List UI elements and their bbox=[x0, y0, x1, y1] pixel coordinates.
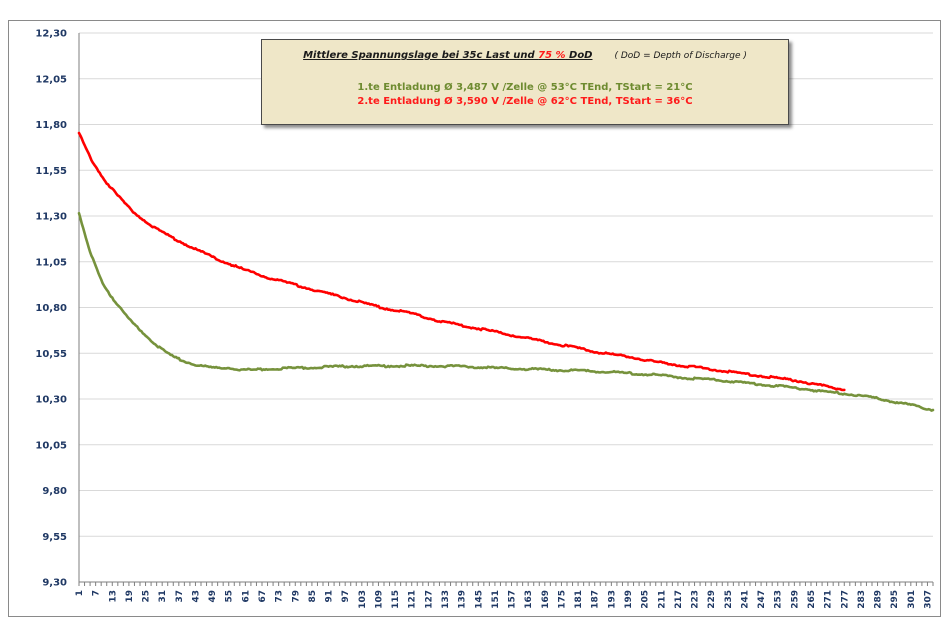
y-tick-label: 11,80 bbox=[35, 120, 67, 131]
x-tick-label: 211 bbox=[657, 590, 667, 609]
y-tick-label: 10,30 bbox=[35, 395, 67, 406]
title-part-2-highlight: 75 % bbox=[538, 50, 566, 61]
x-tick-label: 235 bbox=[724, 590, 734, 609]
x-tick-label: 133 bbox=[441, 590, 451, 609]
x-tick-label: 193 bbox=[607, 590, 617, 609]
x-tick-label: 289 bbox=[874, 590, 884, 609]
y-axis-ticks: 9,30 9,55 9,80 10,05 10,30 10,55 10,80 11,05 11,… bbox=[35, 29, 67, 589]
chart-frame: 9,30 9,55 9,80 10,05 10,30 10,55 10,80 11,05 11,… bbox=[8, 20, 941, 617]
x-tick-label: 223 bbox=[691, 590, 701, 609]
x-tick-label: 175 bbox=[557, 590, 567, 609]
x-tick-label: 157 bbox=[508, 590, 518, 609]
x-tick-label: 241 bbox=[740, 590, 750, 609]
y-tick-label: 9,30 bbox=[42, 578, 67, 589]
x-tick-label: 37 bbox=[175, 590, 185, 603]
gridlines bbox=[79, 32, 933, 537]
x-tick-label: 295 bbox=[890, 590, 900, 609]
title-part-3: DoD bbox=[565, 50, 593, 61]
y-tick-label: 12,05 bbox=[35, 74, 67, 85]
legend-entry-2: 2.te Entladung Ø 3,590 V /Zelle @ 62°C T… bbox=[357, 96, 693, 107]
x-tick-label: 139 bbox=[458, 590, 468, 609]
x-tick-label: 229 bbox=[707, 590, 717, 609]
x-tick-label: 31 bbox=[158, 590, 168, 603]
x-tick-label: 169 bbox=[541, 590, 551, 609]
series-lines bbox=[77, 131, 935, 412]
y-tick-label: 11,05 bbox=[35, 257, 67, 268]
series-line-2 bbox=[77, 131, 846, 392]
x-tick-label: 283 bbox=[857, 590, 867, 609]
x-tick-label: 73 bbox=[275, 590, 285, 603]
x-tick-label: 97 bbox=[341, 590, 351, 603]
line-chart: 9,30 9,55 9,80 10,05 10,30 10,55 10,80 11,05 11,… bbox=[35, 29, 935, 609]
title-note: ( DoD = Depth of Discharge ) bbox=[614, 51, 747, 61]
x-tick-label: 265 bbox=[807, 590, 817, 609]
x-tick-label: 271 bbox=[824, 590, 834, 609]
x-tick-label: 67 bbox=[258, 590, 268, 603]
x-tick-label: 121 bbox=[408, 590, 418, 609]
y-tick-label: 12,30 bbox=[35, 29, 67, 40]
chart-title: Mittlere Spannungslage bei 35c Last und … bbox=[262, 50, 788, 61]
title-box: Mittlere Spannungslage bei 35c Last und … bbox=[261, 39, 789, 125]
x-tick-label: 43 bbox=[191, 590, 201, 603]
x-tick-label: 103 bbox=[358, 590, 368, 609]
x-tick-label: 277 bbox=[840, 590, 850, 609]
x-tick-label: 49 bbox=[208, 590, 218, 603]
y-tick-label: 9,80 bbox=[42, 486, 67, 497]
x-tick-label: 79 bbox=[291, 590, 301, 603]
x-tick-label: 259 bbox=[790, 590, 800, 609]
x-tick-label: 91 bbox=[325, 590, 335, 603]
x-tick-label: 307 bbox=[923, 590, 933, 609]
y-tick-label: 11,30 bbox=[35, 212, 67, 223]
x-tick-label: 199 bbox=[624, 590, 634, 609]
axes bbox=[78, 33, 934, 586]
x-tick-label: 151 bbox=[491, 590, 501, 609]
series-line-1 bbox=[77, 211, 935, 412]
x-axis-ticks: 1 7 13 19 25 31 37 43 49 55 61 67 73 79 85 91 97 103 109 11… bbox=[75, 590, 933, 609]
y-tick-label: 10,05 bbox=[35, 440, 67, 451]
x-tick-label: 217 bbox=[674, 590, 684, 609]
chart-title-main: Mittlere Spannungslage bei 35c Last und … bbox=[303, 50, 592, 61]
title-part-1: Mittlere Spannungslage bei 35c Last und bbox=[303, 50, 539, 61]
x-tick-label: 187 bbox=[591, 590, 601, 609]
x-tick-label: 301 bbox=[907, 590, 917, 609]
x-tick-label: 205 bbox=[641, 590, 651, 609]
x-tick-label: 13 bbox=[108, 590, 118, 603]
x-tick-label: 181 bbox=[574, 590, 584, 609]
x-tick-label: 145 bbox=[474, 590, 484, 609]
legend-entry-1: 1.te Entladung Ø 3,487 V /Zelle @ 53°C T… bbox=[357, 82, 693, 93]
x-tick-label: 247 bbox=[757, 590, 767, 609]
x-tick-label: 115 bbox=[391, 590, 401, 609]
x-tick-label: 7 bbox=[92, 590, 102, 596]
y-tick-label: 9,55 bbox=[42, 532, 67, 543]
x-tick-label: 127 bbox=[424, 590, 434, 609]
x-tick-label: 85 bbox=[308, 590, 318, 603]
x-tick-label: 25 bbox=[142, 590, 152, 603]
y-tick-label: 11,55 bbox=[35, 166, 67, 177]
x-tick-label: 163 bbox=[524, 590, 534, 609]
y-tick-label: 10,55 bbox=[35, 349, 67, 360]
x-tick-label: 109 bbox=[374, 590, 384, 609]
x-tick-label: 253 bbox=[774, 590, 784, 609]
x-tick-label: 55 bbox=[225, 590, 235, 603]
y-tick-label: 10,80 bbox=[35, 303, 67, 314]
x-tick-label: 1 bbox=[75, 590, 85, 596]
x-tick-label: 19 bbox=[125, 590, 135, 603]
x-tick-label: 61 bbox=[241, 590, 251, 603]
